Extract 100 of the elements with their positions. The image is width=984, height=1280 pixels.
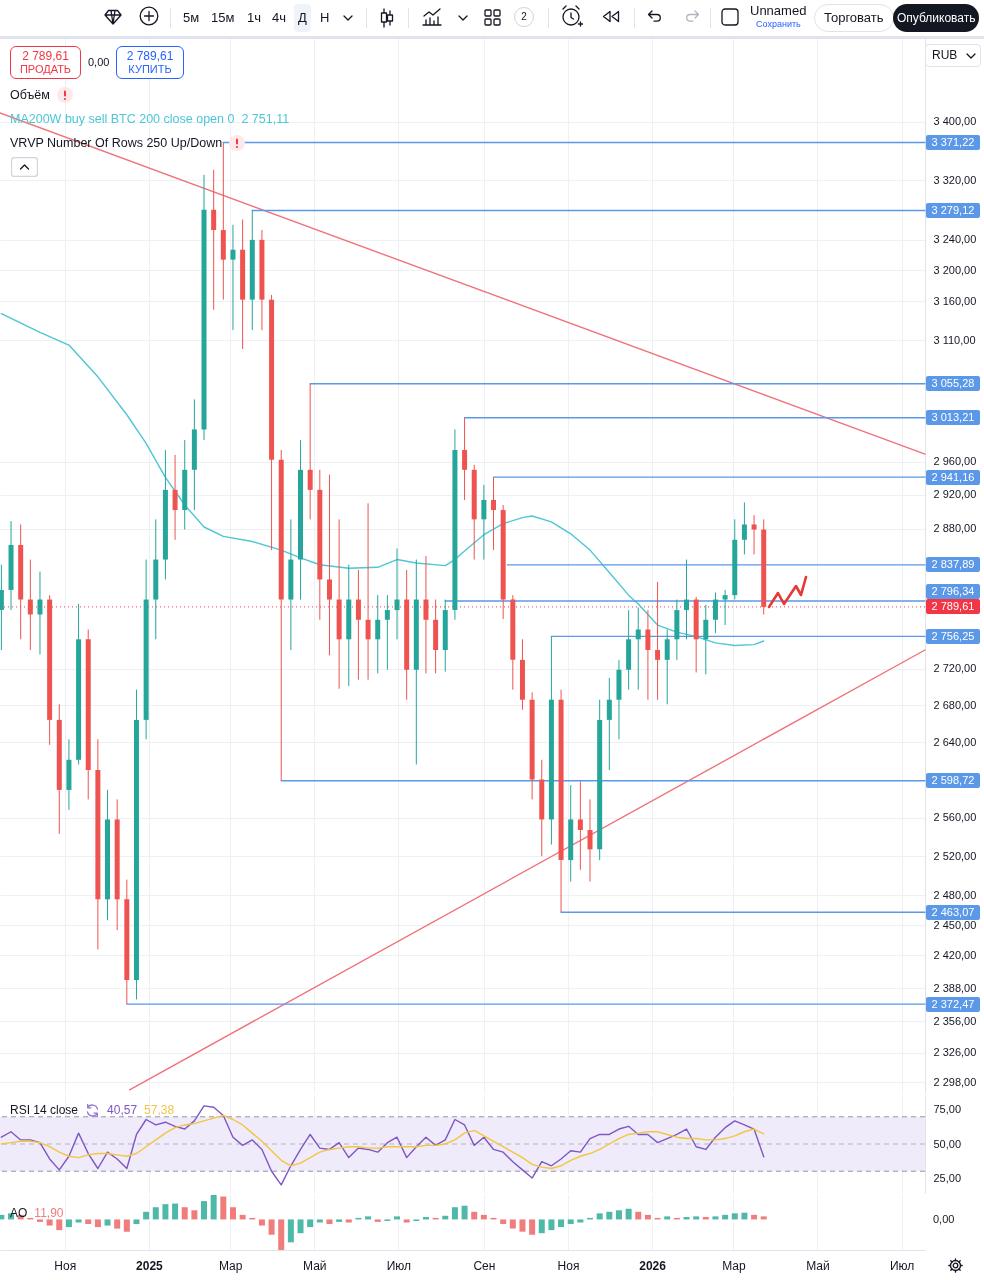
bar bbox=[85, 1219, 92, 1225]
y-tick-label: 25,00 bbox=[933, 1171, 962, 1184]
bar bbox=[664, 1216, 671, 1220]
bar bbox=[741, 1212, 748, 1220]
ref-line-label: 2 789,61 bbox=[926, 599, 980, 615]
y-tick-label: 2 960,00 bbox=[933, 455, 977, 468]
candlestick bbox=[211, 169, 217, 311]
bar bbox=[345, 1219, 352, 1223]
bar bbox=[316, 1219, 323, 1223]
line-series bbox=[0, 1114, 765, 1170]
candlestick bbox=[375, 594, 381, 674]
y-tick-label: 2 356,00 bbox=[933, 1014, 977, 1027]
annotation: 2 789,61 bbox=[21, 49, 70, 63]
candlestick bbox=[703, 604, 709, 675]
data-label: 3 279,12 bbox=[926, 202, 980, 218]
bar bbox=[229, 1207, 236, 1220]
annotation: 0,00 bbox=[88, 56, 110, 68]
candlestick bbox=[423, 555, 429, 674]
bar bbox=[220, 1196, 227, 1220]
bar bbox=[114, 1219, 121, 1229]
x-tick-label: Май bbox=[303, 1258, 327, 1273]
y-tick-label: 3 160,00 bbox=[933, 294, 977, 307]
bar bbox=[94, 1219, 101, 1228]
bar bbox=[297, 1219, 304, 1234]
data-label: 2 598,72 bbox=[926, 773, 980, 789]
candlestick bbox=[491, 476, 497, 551]
data-label: 2 463,07 bbox=[926, 904, 980, 920]
y-tick-label: 50,00 bbox=[933, 1137, 962, 1150]
x-tick-label: 2025 bbox=[136, 1258, 164, 1273]
candlestick bbox=[606, 677, 612, 771]
candlestick bbox=[751, 514, 757, 555]
bar bbox=[500, 1219, 507, 1225]
bar bbox=[538, 1219, 545, 1234]
bar bbox=[509, 1219, 516, 1229]
text: Unnamed bbox=[750, 3, 807, 18]
y-tick-label: 2 420,00 bbox=[933, 948, 977, 961]
bar bbox=[46, 1219, 53, 1226]
x-tick-label: Мар bbox=[218, 1258, 243, 1273]
bar bbox=[104, 1219, 111, 1226]
candlestick bbox=[307, 383, 313, 520]
text: Сохранить bbox=[756, 19, 801, 30]
x-tick-label: 2026 bbox=[639, 1258, 667, 1273]
x-tick-label: Ноя bbox=[557, 1258, 580, 1273]
bar bbox=[606, 1211, 613, 1220]
candlestick bbox=[712, 592, 718, 634]
text: 0,00 bbox=[933, 1212, 955, 1227]
candlestick bbox=[172, 454, 178, 541]
y-tick-label: 3 320,00 bbox=[933, 173, 977, 186]
y-tick-label: 2 560,00 bbox=[933, 811, 977, 824]
bar bbox=[143, 1211, 150, 1220]
bar bbox=[65, 1219, 72, 1228]
bar bbox=[336, 1219, 343, 1222]
y-tick-label: 2 388,00 bbox=[933, 981, 977, 994]
bar bbox=[394, 1216, 401, 1220]
bar bbox=[201, 1201, 208, 1220]
candlestick bbox=[462, 417, 468, 501]
y-tick-label: 3 400,00 bbox=[933, 115, 977, 128]
x-tick-label: Мар bbox=[722, 1258, 746, 1273]
annotation: 2 751,11 bbox=[241, 112, 290, 126]
candlestick bbox=[365, 502, 371, 681]
candlestick bbox=[635, 606, 641, 691]
text: 15м bbox=[211, 10, 235, 26]
bar bbox=[625, 1208, 632, 1220]
data-label: 2 837,89 bbox=[926, 557, 980, 573]
text: 5м bbox=[183, 10, 200, 26]
candlestick bbox=[384, 594, 390, 671]
bar bbox=[615, 1210, 622, 1220]
y-tick-label: 2 720,00 bbox=[933, 662, 977, 675]
bar bbox=[712, 1216, 719, 1220]
y-tick-label: 2 880,00 bbox=[933, 522, 977, 535]
annotation: 2 789,61 bbox=[125, 49, 175, 63]
candlestick bbox=[481, 484, 487, 561]
bar bbox=[461, 1205, 468, 1220]
candlestick bbox=[645, 609, 651, 701]
candlestick bbox=[577, 780, 583, 871]
bar bbox=[374, 1219, 381, 1222]
sell-button: 2 789,61 ПРОДАТЬ bbox=[10, 46, 81, 79]
y-tick-label: 2 680,00 bbox=[933, 698, 977, 711]
bar bbox=[191, 1210, 198, 1220]
x-tick-label: Ноя bbox=[54, 1258, 77, 1273]
bar bbox=[133, 1219, 140, 1225]
bar bbox=[577, 1219, 584, 1223]
data-label: 2 756,25 bbox=[926, 628, 980, 644]
text: 4ч bbox=[272, 10, 287, 26]
bar bbox=[731, 1213, 738, 1220]
candlestick bbox=[655, 581, 661, 701]
selected-tab: Д bbox=[294, 4, 311, 32]
y-tick-label: 2 520,00 bbox=[933, 849, 977, 862]
y-tick-label: 75,00 bbox=[933, 1103, 962, 1116]
candlestick bbox=[394, 547, 400, 640]
bar bbox=[56, 1219, 63, 1231]
data-label: 2 941,16 bbox=[926, 469, 980, 485]
bar bbox=[693, 1216, 700, 1220]
bar bbox=[307, 1219, 314, 1228]
bar bbox=[760, 1216, 767, 1220]
candlestick bbox=[355, 569, 361, 681]
data-label: 2 796,34 bbox=[926, 584, 980, 600]
data-label: 3 055,28 bbox=[926, 376, 980, 392]
text: MA200W buy sell BTC 200 close open 0 bbox=[10, 112, 235, 126]
bar bbox=[596, 1213, 603, 1220]
